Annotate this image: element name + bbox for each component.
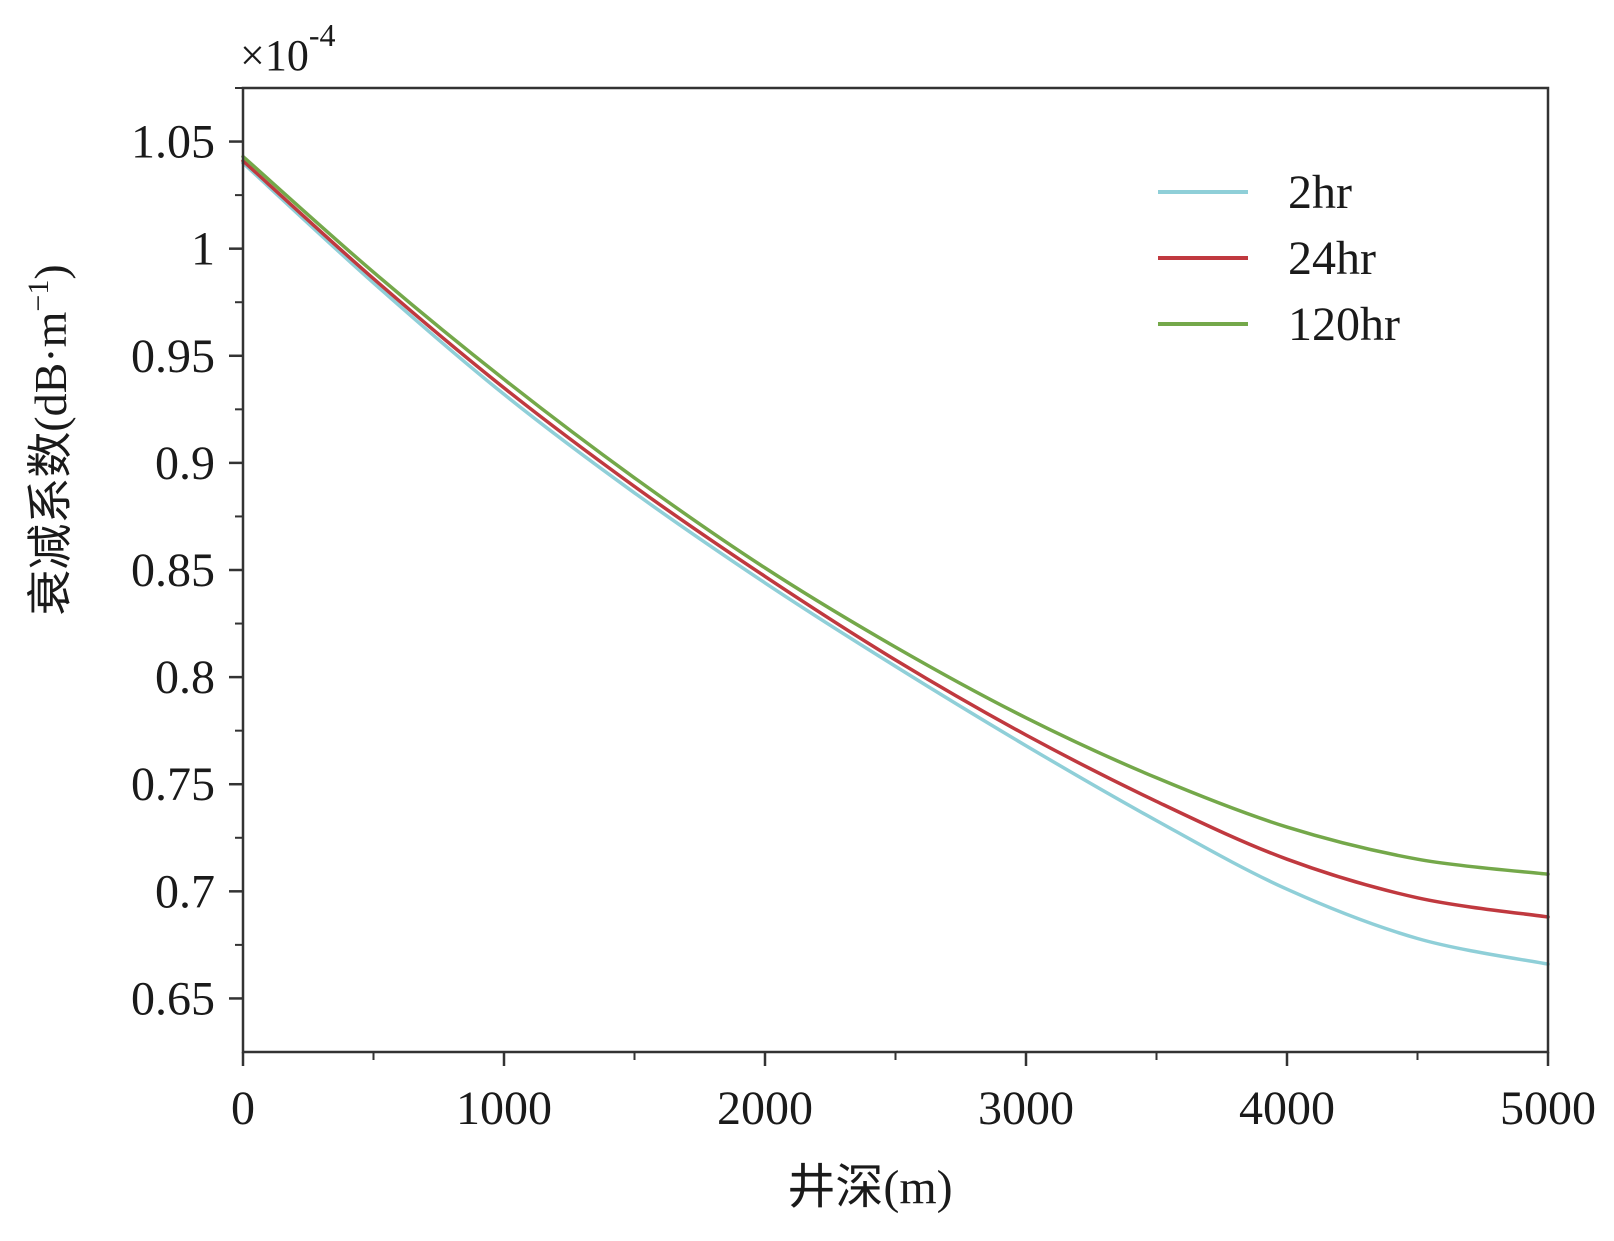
x-tick-label: 1000	[456, 1082, 552, 1135]
y-tick-label: 0.75	[131, 758, 215, 811]
y-axis-label-unit-suffix: )	[25, 264, 76, 279]
ticks-layer: 0 1000 2000 3000 4000 5000 0.65 0.7 0.75 0.8 0.85 0…	[131, 87, 1596, 1135]
legend: 2hr 24hr 120hr	[1158, 166, 1400, 351]
x-tick-label: 3000	[978, 1082, 1074, 1135]
series-line-2hr	[241, 161, 1550, 966]
x-tick-label: 4000	[1239, 1082, 1335, 1135]
series-line-120hr	[241, 154, 1550, 876]
x-tick-label: 2000	[717, 1082, 813, 1135]
y-tick-label: 0.9	[155, 437, 215, 490]
y-tick-label: 0.7	[155, 865, 215, 918]
series-layer	[241, 154, 1550, 966]
y-tick-label: 1	[191, 223, 215, 276]
scale-label-base: ×10	[240, 31, 309, 80]
y-axis-label-unit-prefix: (dB·m	[25, 311, 76, 431]
y-tick-label: 1.05	[131, 116, 215, 169]
plot-frame	[241, 86, 1550, 1054]
y-tick-label: 0.8	[155, 651, 215, 704]
scale-label-exp: -4	[309, 17, 336, 53]
legend-label: 24hr	[1288, 232, 1376, 285]
y-axis-label-unit-exp: −1	[22, 280, 55, 312]
x-axis-label: 井深(m)	[787, 1161, 952, 1214]
scale-label: ×10-4	[240, 17, 335, 80]
series-line-24hr	[241, 159, 1550, 919]
y-tick-label: 0.95	[131, 330, 215, 383]
legend-label: 2hr	[1288, 166, 1352, 219]
y-tick-label: 0.85	[131, 544, 215, 597]
x-tick-label: 5000	[1500, 1082, 1596, 1135]
x-tick-label: 0	[231, 1082, 255, 1135]
legend-label: 120hr	[1288, 298, 1400, 351]
y-axis-label-main: 衰减系数	[25, 432, 76, 616]
y-tick-label: 0.65	[131, 972, 215, 1025]
y-axis-label: 衰减系数(dB·m−1)	[22, 264, 76, 615]
